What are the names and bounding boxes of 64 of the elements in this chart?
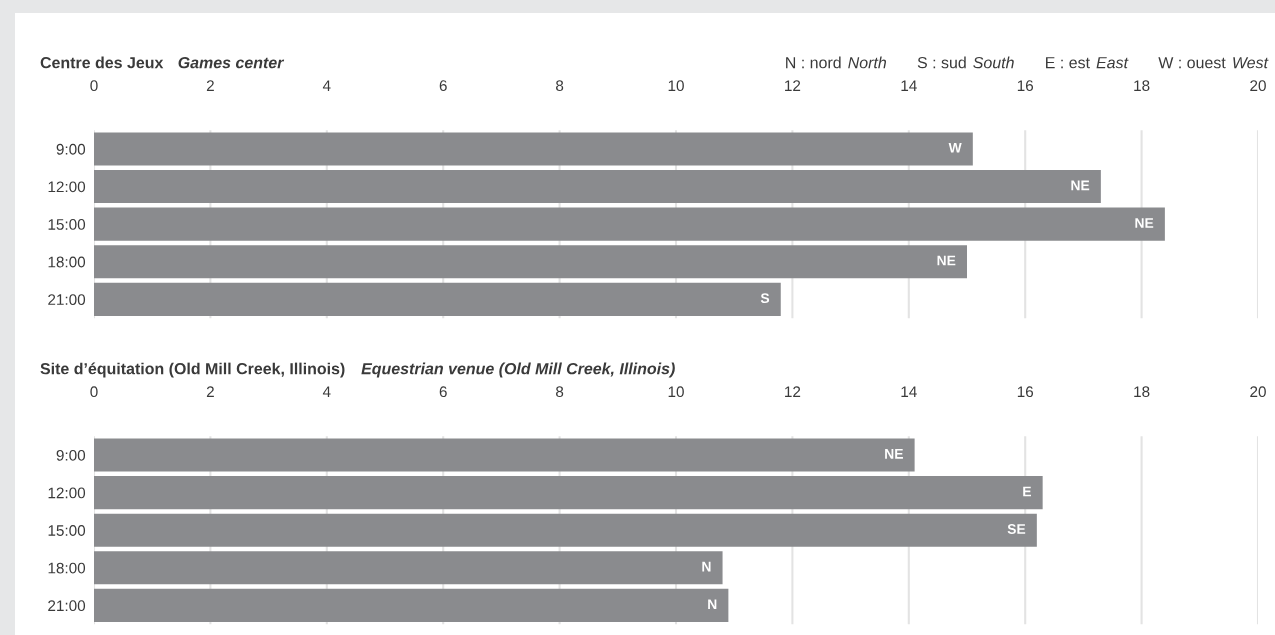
bar xyxy=(94,207,1165,241)
data-label: NE xyxy=(885,449,903,459)
bar xyxy=(94,551,723,585)
data-label: N xyxy=(708,599,717,609)
y-tick-label: 9:00 xyxy=(56,449,86,461)
y-tick-label: 15:00 xyxy=(48,525,86,536)
data-label: NE xyxy=(1071,180,1090,191)
y-tick-label: 12:00 xyxy=(48,181,86,193)
x-tick-label: 10 xyxy=(668,80,684,92)
text: E : est xyxy=(1046,57,1090,69)
data-label: S xyxy=(760,293,770,304)
x-tick-label: 20 xyxy=(1250,80,1266,92)
bar xyxy=(94,132,973,166)
x-tick-label: 16 xyxy=(1017,386,1034,398)
data-label: E xyxy=(1023,486,1032,497)
x-tick-label: 14 xyxy=(901,386,917,397)
y-tick-label: 12:00 xyxy=(48,487,86,499)
y-tick-label: 15:00 xyxy=(48,219,86,230)
text: S : sud xyxy=(917,56,966,69)
text: North xyxy=(848,56,887,69)
y-tick-label: 18:00 xyxy=(48,256,86,268)
text: South xyxy=(973,56,1014,69)
x-tick-label: 12 xyxy=(785,80,801,91)
x-tick-label: 20 xyxy=(1250,386,1266,398)
x-tick-label: 2 xyxy=(206,80,214,91)
text: East xyxy=(1096,57,1129,69)
data-label: N xyxy=(702,561,711,572)
bar xyxy=(94,513,1037,547)
y-tick-label: 9:00 xyxy=(56,143,86,155)
x-tick-label: 0 xyxy=(90,386,98,398)
chart-title: Site d’équitation (Old Mill Creek, Illinois) xyxy=(40,362,345,378)
x-tick-label: 6 xyxy=(439,80,447,92)
text: N : nord xyxy=(786,56,841,69)
bar xyxy=(94,588,729,622)
bar xyxy=(94,245,967,279)
chart-title: Centre des Jeux xyxy=(40,56,164,69)
x-tick-label: 8 xyxy=(556,386,564,398)
x-tick-label: 6 xyxy=(439,386,447,398)
bar xyxy=(94,438,915,472)
x-tick-label: 4 xyxy=(322,80,331,91)
x-tick-label: 2 xyxy=(206,386,214,397)
y-tick-label: 21:00 xyxy=(48,294,86,306)
chart-subtitle: Games center xyxy=(178,56,285,69)
x-tick-label: 18 xyxy=(1134,386,1150,398)
x-tick-label: 14 xyxy=(901,80,917,91)
data-label: NE xyxy=(937,255,956,266)
y-tick-label: 21:00 xyxy=(48,600,86,612)
y-tick-label: 18:00 xyxy=(48,562,86,574)
x-tick-label: 8 xyxy=(556,80,564,92)
bar xyxy=(94,476,1043,510)
data-label: NE xyxy=(1135,218,1154,228)
data-label: SE xyxy=(1007,524,1026,534)
x-tick-label: 0 xyxy=(90,80,98,92)
x-tick-label: 18 xyxy=(1134,80,1150,92)
x-tick-label: 10 xyxy=(668,386,684,398)
x-tick-label: 16 xyxy=(1017,80,1034,92)
text: W : ouest xyxy=(1158,57,1226,69)
bar xyxy=(94,282,781,316)
bar xyxy=(94,170,1101,204)
chart-subtitle: Equestrian venue (Old Mill Creek, Illinois) xyxy=(361,362,675,378)
x-tick-label: 4 xyxy=(322,386,331,397)
data-label: W xyxy=(948,143,962,153)
x-tick-label: 12 xyxy=(785,386,801,397)
text: West xyxy=(1233,57,1269,69)
